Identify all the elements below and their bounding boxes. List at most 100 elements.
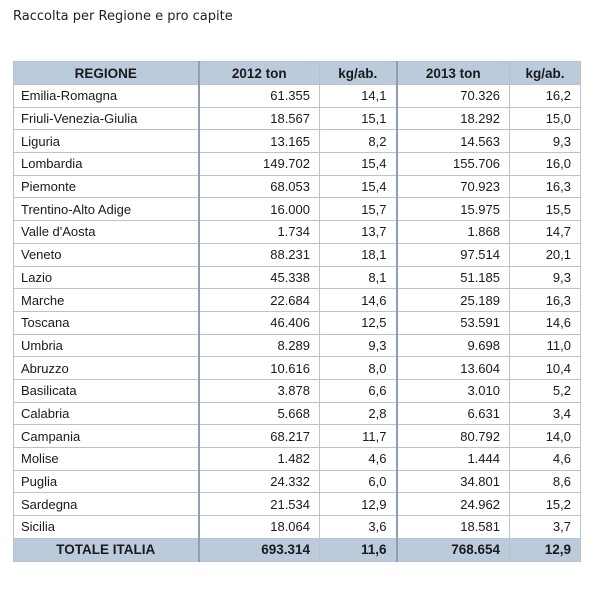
region-name: Umbria — [13, 333, 200, 358]
region-name: Sardegna — [13, 492, 200, 517]
ton-2012: 46.406 — [198, 310, 320, 335]
ton-2012: 10.616 — [198, 356, 320, 380]
ton-2012: 88.231 — [198, 242, 320, 267]
ton-2013: 1.868 — [396, 220, 510, 244]
table-row: Lazio 45.338 8,1 51.185 9,3 — [13, 265, 581, 290]
kg-ab-2012: 2,8 — [319, 401, 398, 426]
kg-ab-2012: 14,6 — [319, 288, 398, 312]
table-header-row: REGIONE 2012 ton kg/ab. 2013 ton kg/ab. — [13, 61, 581, 85]
ton-2012: 18.567 — [198, 106, 320, 131]
region-name: Molise — [13, 447, 200, 471]
header-2012-kg-ab: kg/ab. — [319, 61, 398, 85]
ton-2012: 24.332 — [198, 469, 320, 494]
ton-2013: 18.581 — [396, 515, 510, 539]
ton-2012: 13.165 — [198, 129, 320, 154]
table-row: Puglia 24.332 6,0 34.801 8,6 — [13, 469, 581, 494]
kg-ab-2013: 3,7 — [509, 515, 581, 539]
table-row: Umbria 8.289 9,3 9.698 11,0 — [13, 333, 581, 358]
table-row: Liguria 13.165 8,2 14.563 9,3 — [13, 129, 581, 154]
header-2013-kg-ab: kg/ab. — [509, 61, 581, 85]
kg-ab-2013: 14,6 — [509, 310, 581, 335]
ton-2012: 5.668 — [198, 401, 320, 426]
table-row: Sicilia 18.064 3,6 18.581 3,7 — [13, 515, 581, 539]
kg-ab-2013: 14,0 — [509, 424, 581, 448]
total-2013-ton: 768.654 — [396, 537, 510, 562]
kg-ab-2012: 12,9 — [319, 492, 398, 517]
table-row: Basilicata 3.878 6,6 3.010 5,2 — [13, 378, 581, 403]
header-regione: REGIONE — [13, 61, 200, 85]
ton-2012: 8.289 — [198, 333, 320, 358]
kg-ab-2012: 8,1 — [319, 265, 398, 290]
region-name: Calabria — [13, 401, 200, 426]
ton-2013: 3.010 — [396, 378, 510, 403]
ton-2013: 13.604 — [396, 356, 510, 380]
kg-ab-2012: 3,6 — [319, 515, 398, 539]
kg-ab-2013: 11,0 — [509, 333, 581, 358]
table-row: Lombardia 149.702 15,4 155.706 16,0 — [13, 152, 581, 176]
table-body: Emilia-Romagna 61.355 14,1 70.326 16,2 Friuli… — [13, 84, 581, 539]
kg-ab-2012: 15,7 — [319, 197, 398, 222]
region-name: Campania — [13, 424, 200, 448]
ton-2013: 9.698 — [396, 333, 510, 358]
kg-ab-2013: 16,3 — [509, 288, 581, 312]
ton-2013: 155.706 — [396, 152, 510, 176]
ton-2012: 149.702 — [198, 152, 320, 176]
kg-ab-2013: 5,2 — [509, 378, 581, 403]
ton-2013: 25.189 — [396, 288, 510, 312]
kg-ab-2013: 9,3 — [509, 265, 581, 290]
region-name: Lazio — [13, 265, 200, 290]
ton-2013: 70.923 — [396, 174, 510, 199]
ton-2013: 53.591 — [396, 310, 510, 335]
kg-ab-2013: 3,4 — [509, 401, 581, 426]
kg-ab-2013: 20,1 — [509, 242, 581, 267]
table-row: Toscana 46.406 12,5 53.591 14,6 — [13, 310, 581, 335]
table-row: Veneto 88.231 18,1 97.514 20,1 — [13, 242, 581, 267]
region-name: Valle d'Aosta — [13, 220, 200, 244]
total-2012-kg-ab: 11,6 — [319, 537, 398, 562]
ton-2012: 18.064 — [198, 515, 320, 539]
total-2013-kg-ab: 12,9 — [509, 537, 581, 562]
kg-ab-2012: 8,0 — [319, 356, 398, 380]
ton-2013: 70.326 — [396, 84, 510, 108]
region-name: Abruzzo — [13, 356, 200, 380]
region-name: Toscana — [13, 310, 200, 335]
header-2012-ton: 2012 ton — [198, 61, 320, 85]
ton-2012: 45.338 — [198, 265, 320, 290]
region-name: Sicilia — [13, 515, 200, 539]
page-title: Raccolta per Regione e pro capite — [13, 9, 233, 24]
total-label: TOTALE ITALIA — [13, 537, 200, 562]
kg-ab-2013: 15,2 — [509, 492, 581, 517]
kg-ab-2013: 16,2 — [509, 84, 581, 108]
kg-ab-2012: 14,1 — [319, 84, 398, 108]
ton-2012: 68.217 — [198, 424, 320, 448]
ton-2013: 6.631 — [396, 401, 510, 426]
kg-ab-2013: 14,7 — [509, 220, 581, 244]
ton-2013: 34.801 — [396, 469, 510, 494]
region-name: Emilia-Romagna — [13, 84, 200, 108]
kg-ab-2012: 12,5 — [319, 310, 398, 335]
ton-2012: 3.878 — [198, 378, 320, 403]
ton-2013: 14.563 — [396, 129, 510, 154]
region-name: Puglia — [13, 469, 200, 494]
ton-2012: 1.734 — [198, 220, 320, 244]
region-name: Lombardia — [13, 152, 200, 176]
waste-collection-table: REGIONE 2012 ton kg/ab. 2013 ton kg/ab. … — [13, 61, 581, 562]
kg-ab-2012: 8,2 — [319, 129, 398, 154]
table-row: Trentino-Alto Adige 16.000 15,7 15.975 15,5 — [13, 197, 581, 222]
table-row: Campania 68.217 11,7 80.792 14,0 — [13, 424, 581, 448]
ton-2013: 15.975 — [396, 197, 510, 222]
region-name: Veneto — [13, 242, 200, 267]
kg-ab-2013: 15,0 — [509, 106, 581, 131]
ton-2012: 16.000 — [198, 197, 320, 222]
kg-ab-2013: 15,5 — [509, 197, 581, 222]
kg-ab-2012: 15,4 — [319, 174, 398, 199]
kg-ab-2012: 18,1 — [319, 242, 398, 267]
ton-2013: 18.292 — [396, 106, 510, 131]
table-row: Piemonte 68.053 15,4 70.923 16,3 — [13, 174, 581, 199]
region-name: Marche — [13, 288, 200, 312]
ton-2012: 21.534 — [198, 492, 320, 517]
ton-2012: 61.355 — [198, 84, 320, 108]
region-name: Friuli-Venezia-Giulia — [13, 106, 200, 131]
kg-ab-2012: 15,4 — [319, 152, 398, 176]
region-name: Piemonte — [13, 174, 200, 199]
